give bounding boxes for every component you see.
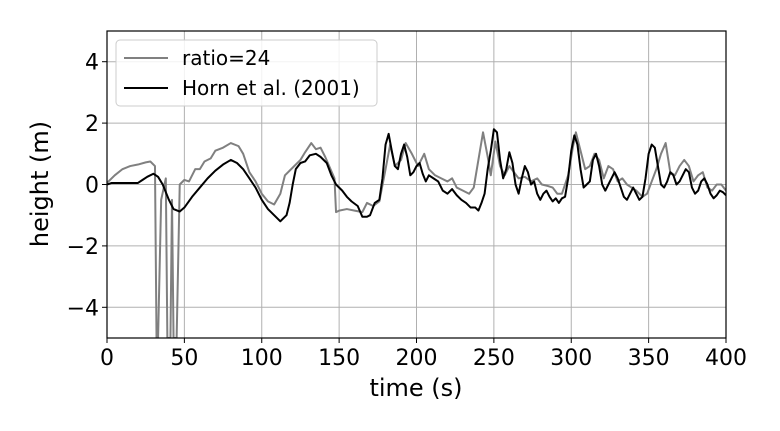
grid-layer (106, 31, 727, 338)
x-tick-label: 150 (318, 346, 360, 371)
x-tick-label: 250 (473, 346, 515, 371)
y-tick-label: −2 (67, 235, 99, 260)
x-tick-label: 400 (705, 346, 747, 371)
x-tick-label: 50 (170, 346, 198, 371)
x-tick-label: 200 (396, 346, 438, 371)
legend-frame (115, 39, 378, 107)
legend: ratio=24 Horn et al. (2001) (115, 39, 378, 107)
y-tick-label: −4 (67, 296, 99, 321)
x-axis-label: time (s) (369, 374, 462, 402)
x-tick-label: 0 (100, 346, 114, 371)
legend-label-ratio: ratio=24 (182, 46, 270, 70)
y-tick-label: 0 (85, 174, 99, 199)
y-tick-label: 4 (85, 51, 99, 76)
tick-layer: 0 50 100 150 200 250 300 350 400 −4 −2 0 2 4 (67, 51, 747, 371)
x-tick-label: 350 (628, 346, 670, 371)
series-layer (107, 128, 726, 338)
legend-label-horn: Horn et al. (2001) (182, 76, 360, 100)
series-line-ratio (107, 131, 726, 338)
y-axis-label: height (m) (26, 121, 54, 247)
x-tick-label: 300 (550, 346, 592, 371)
series-line-horn (107, 128, 726, 223)
y-tick-label: 2 (85, 112, 99, 137)
x-tick-label: 100 (241, 346, 283, 371)
